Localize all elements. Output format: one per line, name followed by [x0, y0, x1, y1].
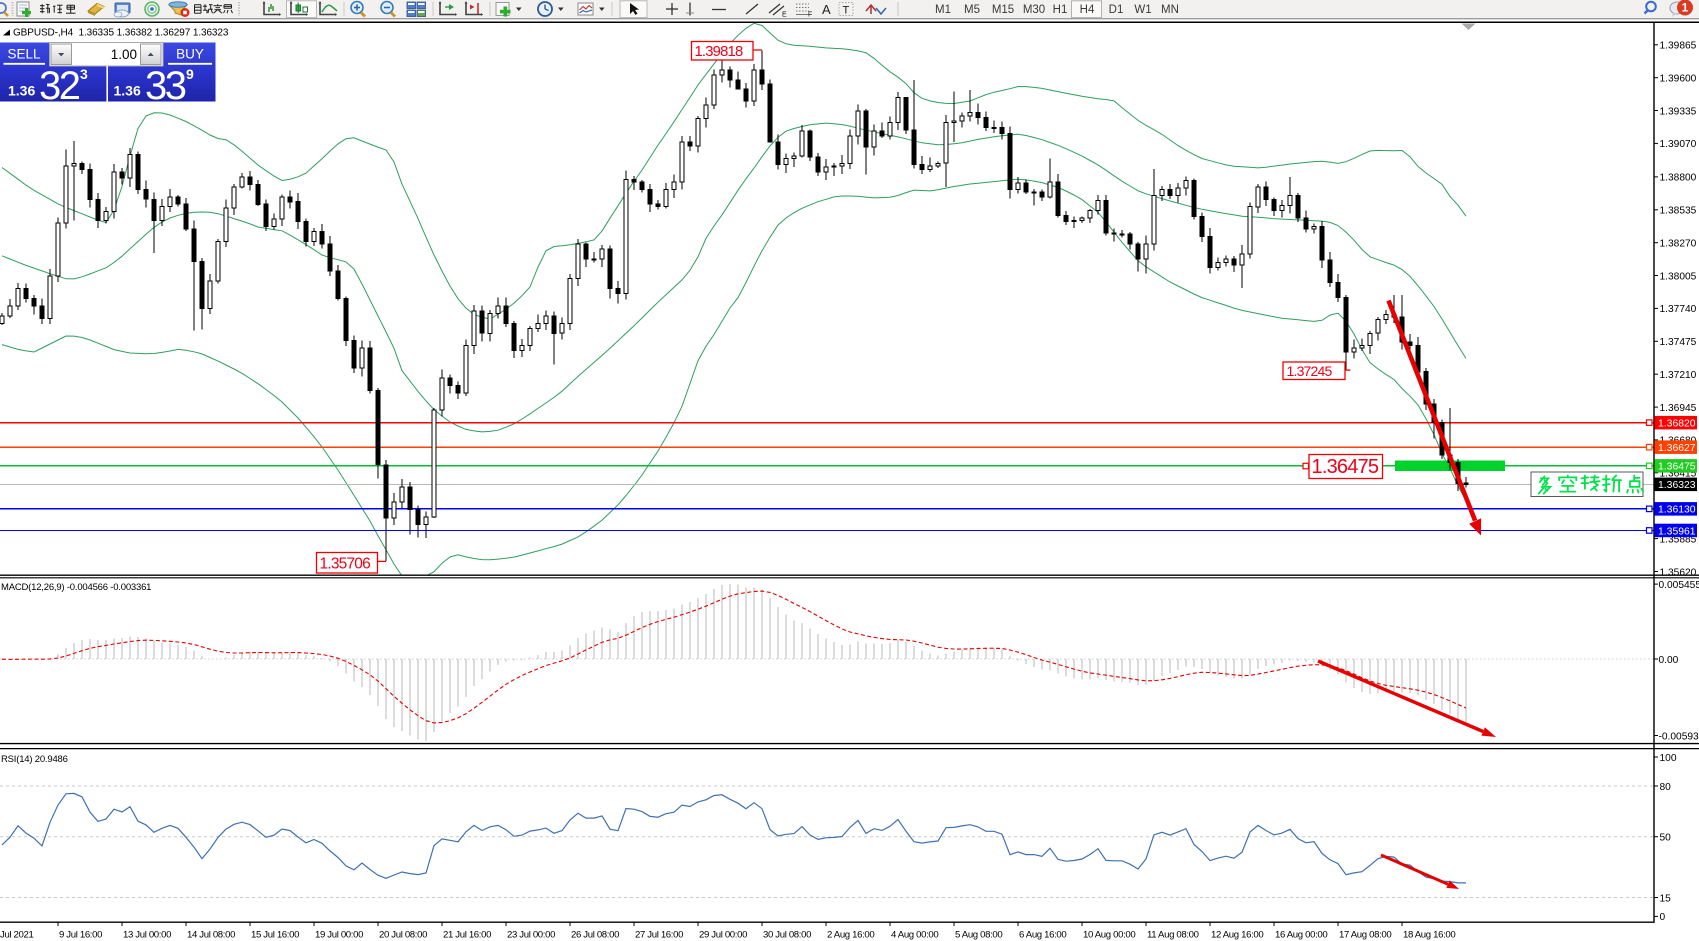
svg-text:19 Jul 00:00: 19 Jul 00:00 — [315, 930, 363, 941]
svg-text:11 Aug 08:00: 11 Aug 08:00 — [1147, 930, 1199, 941]
svg-text:1.39818: 1.39818 — [695, 44, 743, 60]
svg-text:1.36: 1.36 — [8, 83, 35, 99]
svg-text:23 Jul 00:00: 23 Jul 00:00 — [507, 930, 555, 941]
svg-text:H1: H1 — [1053, 4, 1068, 16]
svg-text:W1: W1 — [1134, 4, 1151, 16]
svg-text:-0.005938: -0.005938 — [1659, 731, 1699, 742]
svg-text:33: 33 — [145, 64, 186, 108]
svg-text:18 Aug 16:00: 18 Aug 16:00 — [1403, 930, 1455, 941]
svg-text:29 Jul 00:00: 29 Jul 00:00 — [699, 930, 747, 941]
svg-text:1.39865: 1.39865 — [1660, 41, 1697, 52]
svg-text:1.37210: 1.37210 — [1660, 370, 1697, 381]
svg-text:A: A — [822, 2, 831, 17]
svg-text:10 Aug 00:00: 10 Aug 00:00 — [1083, 930, 1135, 941]
svg-text:15 Jul 16:00: 15 Jul 16:00 — [251, 930, 299, 941]
svg-text:1.37475: 1.37475 — [1660, 337, 1697, 348]
svg-text:1.35961: 1.35961 — [1658, 526, 1696, 537]
svg-text:E: E — [782, 12, 787, 19]
svg-text:2 Aug 16:00: 2 Aug 16:00 — [827, 930, 874, 941]
svg-text:BUY: BUY — [176, 47, 204, 62]
svg-text:1.39070: 1.39070 — [1660, 139, 1697, 150]
svg-text:1.38535: 1.38535 — [1660, 206, 1697, 217]
svg-text:1.35620: 1.35620 — [1660, 567, 1697, 578]
svg-text:1.36945: 1.36945 — [1660, 403, 1697, 414]
svg-text:1.36: 1.36 — [114, 83, 141, 99]
svg-text:GBPUSD-,H4 1.36335 1.36382 1.: GBPUSD-,H4 1.36335 1.36382 1.36297 1.363… — [13, 28, 229, 39]
svg-text:MACD(12,26,9) -0.004566 -0.003: MACD(12,26,9) -0.004566 -0.003361 — [1, 582, 151, 593]
svg-text:1.35885: 1.35885 — [1660, 534, 1697, 545]
svg-text:SELL: SELL — [7, 47, 41, 62]
svg-text:M5: M5 — [964, 4, 980, 16]
svg-text:1.36627: 1.36627 — [1658, 443, 1696, 454]
svg-text:1.36475: 1.36475 — [1658, 462, 1696, 473]
svg-text:0.00: 0.00 — [1659, 655, 1679, 666]
svg-text:27 Jul 16:00: 27 Jul 16:00 — [635, 930, 683, 941]
svg-text:9 Jul 16:00: 9 Jul 16:00 — [59, 930, 102, 941]
svg-text:1.36820: 1.36820 — [1658, 419, 1696, 430]
svg-text:16 Aug 00:00: 16 Aug 00:00 — [1275, 930, 1327, 941]
svg-text:32: 32 — [39, 64, 80, 108]
svg-text:26 Jul 08:00: 26 Jul 08:00 — [571, 930, 619, 941]
svg-text:1.38270: 1.38270 — [1660, 239, 1697, 250]
svg-text:0.005455: 0.005455 — [1659, 580, 1699, 591]
svg-text:1.00: 1.00 — [111, 47, 137, 62]
svg-text:1.39600: 1.39600 — [1660, 74, 1697, 85]
svg-text:MN: MN — [1161, 4, 1179, 16]
svg-text:Jul 2021: Jul 2021 — [0, 930, 33, 941]
svg-text:6 Aug 16:00: 6 Aug 16:00 — [1019, 930, 1066, 941]
svg-text:1: 1 — [1682, 1, 1689, 15]
svg-text:100: 100 — [1660, 753, 1677, 764]
svg-text:21 Jul 16:00: 21 Jul 16:00 — [443, 930, 491, 941]
svg-text:14 Jul 08:00: 14 Jul 08:00 — [187, 930, 235, 941]
svg-text:5 Aug 08:00: 5 Aug 08:00 — [955, 930, 1002, 941]
svg-text:M1: M1 — [935, 4, 951, 16]
svg-text:T: T — [843, 5, 850, 17]
svg-text:20 Jul 08:00: 20 Jul 08:00 — [379, 930, 427, 941]
svg-text:50: 50 — [1660, 833, 1672, 844]
svg-text:M30: M30 — [1023, 4, 1045, 16]
svg-text:1.35706: 1.35706 — [320, 555, 371, 572]
svg-text:12 Aug 16:00: 12 Aug 16:00 — [1211, 930, 1263, 941]
svg-text:M15: M15 — [992, 4, 1014, 16]
svg-text:1.36130: 1.36130 — [1658, 505, 1696, 516]
svg-text:1.36475: 1.36475 — [1312, 456, 1379, 478]
svg-text:80: 80 — [1660, 782, 1672, 793]
svg-text:1.36323: 1.36323 — [1658, 480, 1696, 491]
svg-text:4 Aug 00:00: 4 Aug 00:00 — [891, 930, 938, 941]
svg-text:H4: H4 — [1080, 4, 1095, 16]
svg-text:3: 3 — [80, 66, 88, 82]
svg-text:17 Aug 08:00: 17 Aug 08:00 — [1339, 930, 1391, 941]
svg-text:1.36415: 1.36415 — [1660, 469, 1697, 480]
svg-text:D1: D1 — [1109, 4, 1124, 16]
svg-text:1.37740: 1.37740 — [1660, 304, 1697, 315]
svg-text:0: 0 — [1660, 912, 1666, 923]
svg-text:1.38005: 1.38005 — [1660, 271, 1697, 282]
svg-text:RSI(14) 20.9486: RSI(14) 20.9486 — [1, 754, 68, 765]
svg-text:1.39335: 1.39335 — [1660, 106, 1697, 117]
svg-text:30 Jul 08:00: 30 Jul 08:00 — [763, 930, 811, 941]
svg-text:1.37245: 1.37245 — [1287, 363, 1333, 379]
svg-text:9: 9 — [186, 66, 194, 82]
svg-text:1.38800: 1.38800 — [1660, 173, 1697, 184]
svg-text:15: 15 — [1660, 893, 1672, 904]
svg-text:F: F — [808, 12, 812, 19]
svg-text:13 Jul 00:00: 13 Jul 00:00 — [123, 930, 171, 941]
